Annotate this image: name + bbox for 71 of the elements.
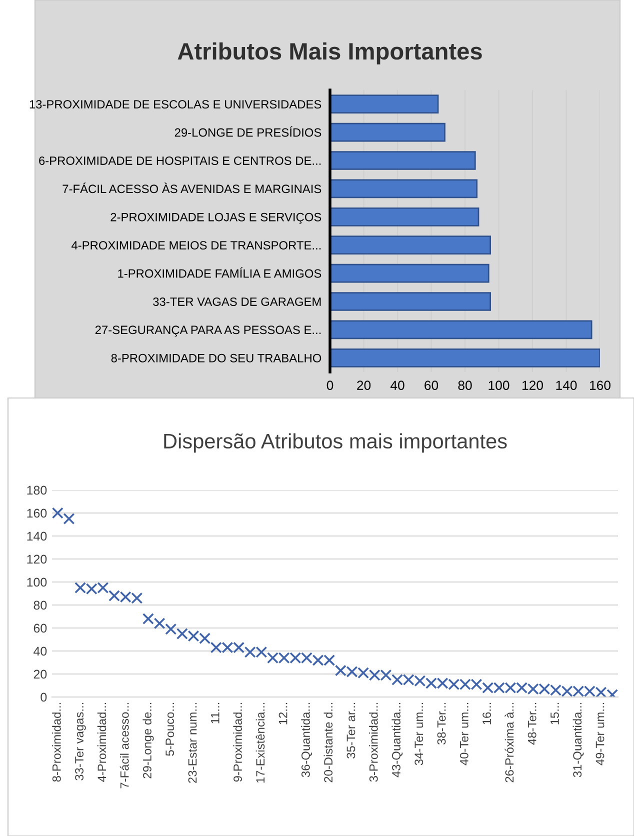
bar xyxy=(330,348,600,368)
x-tick-label: 120 xyxy=(522,380,543,390)
bar xyxy=(330,236,492,255)
y-tick-label: 33-TER VAGAS DE GARAGEM xyxy=(153,297,321,306)
point xyxy=(154,618,166,630)
x-tick-label: 5-Pouco... xyxy=(166,702,174,756)
x-tick-label: 23-Estar num... xyxy=(188,702,197,783)
y-tick-label: 140 xyxy=(27,532,47,541)
x-tick-label: 40 xyxy=(390,380,404,390)
x-tick-label: 9-Proximidad... xyxy=(233,702,242,782)
x-tick-label: 48-Ter... xyxy=(528,702,536,745)
x-tick-label: 36-Quantida... xyxy=(301,702,312,778)
point xyxy=(63,512,75,525)
x-tick-label: 0 xyxy=(326,380,334,390)
y-tick-label: 13-PROXIMIDADE DE ESCOLAS E UNIVERSIDADES xyxy=(30,100,322,109)
x-tick-label: 20 xyxy=(357,380,371,390)
y-tick-label: 80 xyxy=(34,600,47,610)
x-tick-label: 17-Existência... xyxy=(256,702,265,783)
x-tick-label: 26-Próxima à... xyxy=(504,702,514,782)
y-tick-label: 27-SEGURANÇA PARA AS PESSOAS E... xyxy=(95,326,321,337)
y-tick-label: 6-PROXIMIDADE DE HOSPITAIS E CENTROS DE... xyxy=(39,156,321,165)
bar xyxy=(330,179,478,198)
point xyxy=(142,613,154,625)
bar xyxy=(330,292,492,311)
x-tick-label: 60 xyxy=(424,380,438,390)
x-tick-label: 40-Ter um... xyxy=(460,702,468,766)
x-tick-label: 3-Proximidad... xyxy=(369,702,378,782)
y-tick-label: 7-FÁCIL ACESSO ÀS AVENIDAS E MARGINAIS xyxy=(62,182,322,194)
bar xyxy=(330,264,490,283)
x-tick-label: 16... xyxy=(482,702,492,724)
x-tick-label: 80 xyxy=(458,380,472,390)
y-tick-label: 0 xyxy=(40,692,47,702)
x-tick-label: 100 xyxy=(488,380,510,390)
x-tick-label: 38-Ter... xyxy=(437,702,446,745)
x-tick-label: 8-Proximidad... xyxy=(52,702,61,782)
x-tick-label: 49-Ter um... xyxy=(596,702,604,766)
bar xyxy=(330,94,439,114)
y-tick-label: 100 xyxy=(27,578,47,587)
chart-title: Atributos Mais Importantes xyxy=(178,42,482,64)
bar xyxy=(330,122,446,142)
y-tick-label: 2-PROXIMIDADE LOJAS E SERVIÇOS xyxy=(110,212,322,224)
x-tick-label: 31-Quantida... xyxy=(572,702,584,778)
y-tick-label: 1-PROXIMIDADE FAMÍLIA E AMIGOS xyxy=(118,267,322,278)
x-tick-label: 33-Ter vagas... xyxy=(75,702,86,780)
chart-title: Dispersão Atributos mais importantes xyxy=(164,433,507,453)
y-tick-label: 40 xyxy=(34,646,47,656)
bar xyxy=(330,151,476,170)
y-tick-label: 60 xyxy=(34,624,47,633)
x-tick-label: 43-Quantida... xyxy=(392,702,403,778)
x-tick-label: 7-Fácil acesso... xyxy=(120,702,129,788)
bar xyxy=(330,320,592,340)
x-tick-label: 12... xyxy=(278,702,288,724)
x-tick-label: 4-Proximidad... xyxy=(97,702,106,782)
bar xyxy=(330,207,480,226)
x-tick-label: 34-Ter um... xyxy=(414,702,424,766)
y-tick-label: 20 xyxy=(34,670,47,679)
x-tick-label: 15... xyxy=(550,702,559,724)
x-tick-label: 11... xyxy=(211,702,220,724)
point xyxy=(165,623,177,635)
y-tick-label: 8-PROXIMIDADE DO SEU TRABALHO xyxy=(111,354,322,362)
y-tick-label: 4-PROXIMIDADE MEIOS DE TRANSPORTE... xyxy=(71,241,321,250)
y-tick-label: 29-LONGE DE PRESÍDIOS xyxy=(174,126,322,137)
point xyxy=(52,507,64,519)
x-tick-label: 160 xyxy=(590,380,610,390)
x-tick-label: 140 xyxy=(556,380,577,390)
x-tick-label: 35-Ter ar... xyxy=(346,702,356,758)
y-tick-label: 180 xyxy=(27,486,47,495)
y-tick-label: 120 xyxy=(27,554,47,564)
y-tick-label: 160 xyxy=(27,508,47,518)
x-tick-label: 29-Longe de... xyxy=(142,702,154,778)
x-tick-label: 20-Distante d... xyxy=(324,702,333,782)
